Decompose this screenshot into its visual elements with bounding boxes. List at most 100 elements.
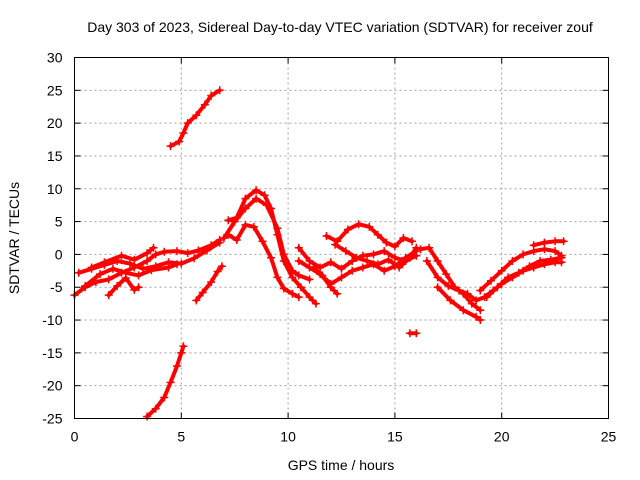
data-point-marker <box>207 91 216 100</box>
data-point-marker <box>143 257 152 265</box>
data-point-marker <box>551 237 560 246</box>
data-point-marker <box>224 230 233 239</box>
data-point-marker <box>455 286 463 295</box>
data-point-marker <box>252 194 261 203</box>
data-point-marker <box>273 273 282 282</box>
data-point-marker <box>288 289 297 298</box>
y-tick-label: 5 <box>55 214 63 230</box>
y-tick-label: -15 <box>42 345 62 361</box>
data-point-marker <box>173 247 181 256</box>
data-point-marker <box>446 296 455 305</box>
series-arc-peak-3 <box>224 220 303 302</box>
data-point-marker <box>173 362 181 370</box>
data-point-marker <box>294 257 303 265</box>
data-point-marker <box>497 266 506 275</box>
data-point-marker <box>260 191 269 200</box>
x-tick-label: 10 <box>280 429 296 445</box>
data-point-marker <box>194 246 203 255</box>
data-point-marker <box>183 249 192 258</box>
data-point-marker <box>177 348 186 357</box>
data-point-marker <box>147 266 156 275</box>
data-point-marker <box>232 213 241 222</box>
y-tick-label: -25 <box>42 411 62 427</box>
data-point-marker <box>467 299 476 308</box>
data-point-marker <box>143 412 152 421</box>
data-point-marker <box>459 306 468 315</box>
data-point-marker <box>487 276 495 285</box>
data-point-marker <box>130 255 139 264</box>
data-point-marker <box>337 273 346 282</box>
data-point-marker <box>96 270 105 279</box>
data-point-marker <box>207 278 216 286</box>
data-point-marker <box>395 263 404 272</box>
data-point-marker <box>369 250 378 259</box>
data-point-marker <box>213 267 222 276</box>
data-point-marker <box>192 296 201 305</box>
data-series <box>70 86 568 421</box>
data-point-marker <box>536 257 545 265</box>
data-point-marker <box>220 234 228 242</box>
data-point-marker <box>288 273 297 282</box>
x-tick-label: 25 <box>601 429 617 445</box>
data-point-marker <box>412 329 421 338</box>
series-arc-late-4 <box>482 253 566 302</box>
data-point-marker <box>390 242 399 251</box>
data-point-marker <box>482 293 491 302</box>
series-blip <box>405 329 421 338</box>
data-point-marker <box>190 254 199 263</box>
y-tick-label: 20 <box>47 115 63 131</box>
series-arc-late-6 <box>433 283 485 324</box>
data-point-marker <box>108 264 117 273</box>
data-point-marker <box>311 299 320 308</box>
data-point-marker <box>380 247 389 256</box>
data-point-marker <box>166 378 175 387</box>
data-point-marker <box>160 393 169 402</box>
data-point-marker <box>175 137 184 146</box>
data-point-marker <box>215 238 224 247</box>
data-point-marker <box>348 257 357 265</box>
series-arc-mid-3 <box>322 220 416 251</box>
data-point-marker <box>337 264 346 273</box>
data-point-marker <box>493 283 502 292</box>
series-trace <box>89 245 156 270</box>
data-point-marker <box>416 245 425 254</box>
data-point-marker <box>74 268 83 277</box>
data-point-marker <box>318 271 327 280</box>
data-point-marker <box>365 222 374 231</box>
data-point-marker <box>331 240 340 249</box>
data-point-marker <box>472 296 481 305</box>
x-tick-label: 15 <box>387 429 403 445</box>
data-point-marker <box>343 225 352 234</box>
data-point-marker <box>305 257 314 265</box>
series-trace <box>168 88 222 149</box>
data-point-marker <box>399 234 408 242</box>
y-tick-label: -5 <box>50 279 63 295</box>
data-point-marker <box>326 283 335 292</box>
tick-marks <box>74 57 609 419</box>
series-arc-early-5 <box>104 274 143 300</box>
data-point-marker <box>166 142 175 151</box>
data-point-marker <box>200 100 209 109</box>
y-tick-label: -20 <box>42 378 62 394</box>
x-tick-label: 5 <box>177 429 185 445</box>
data-point-marker <box>508 257 517 265</box>
data-point-marker <box>279 284 288 293</box>
series-trace <box>418 245 483 313</box>
data-point-marker <box>433 257 442 265</box>
data-point-marker <box>294 271 303 280</box>
series-arc-early-3 <box>81 260 181 290</box>
data-point-marker <box>551 247 560 256</box>
data-point-marker <box>241 194 250 203</box>
data-point-marker <box>382 238 391 247</box>
data-point-marker <box>309 263 318 272</box>
data-point-marker <box>412 243 421 252</box>
series-arc-mid-5 <box>309 263 342 298</box>
x-tick-labels: 0 5 10 15 20 25 <box>71 429 617 445</box>
y-tick-label: 0 <box>55 246 63 262</box>
data-point-marker <box>525 262 534 271</box>
data-point-marker <box>322 232 331 240</box>
data-point-marker <box>179 342 188 351</box>
data-point-marker <box>151 250 160 259</box>
data-point-marker <box>354 220 363 229</box>
data-point-marker <box>463 289 472 298</box>
